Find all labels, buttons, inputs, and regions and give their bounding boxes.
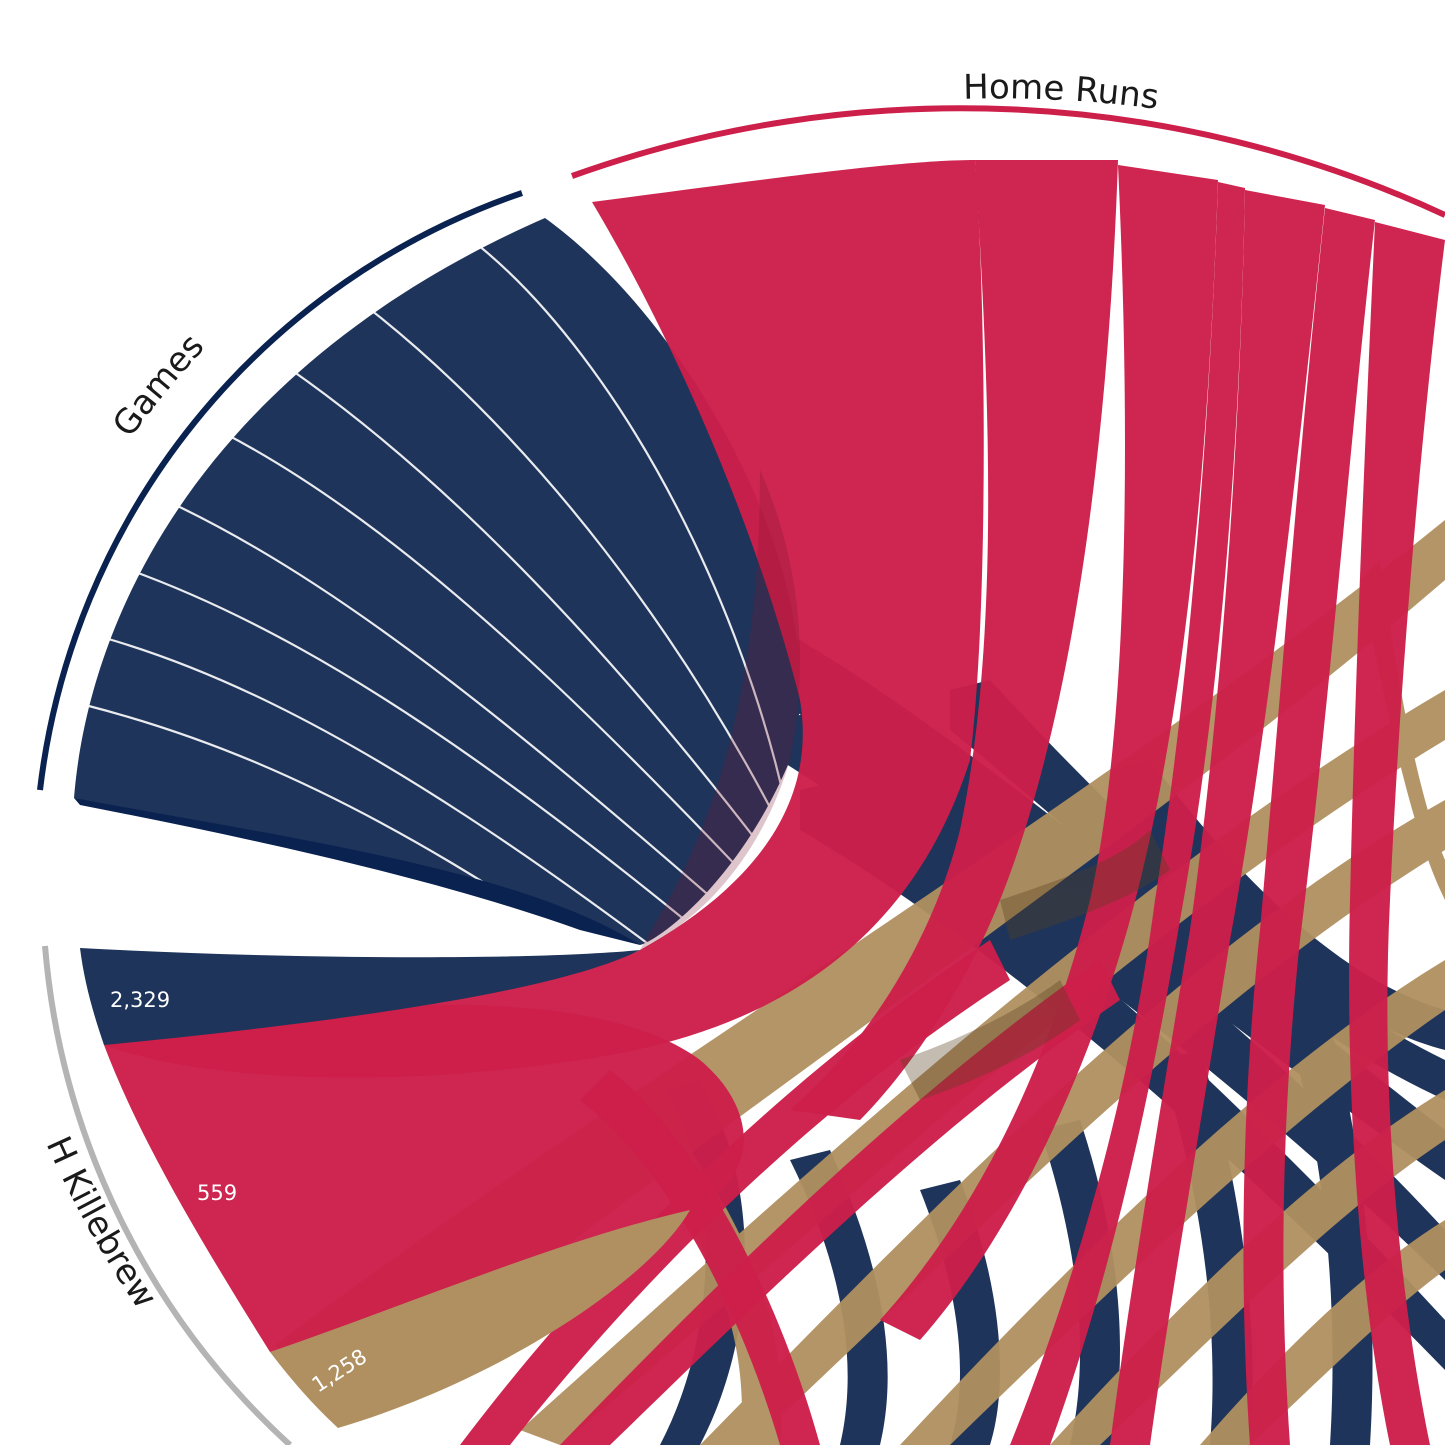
games-arc — [37, 190, 523, 791]
games-group-label: Games — [105, 326, 212, 444]
home-runs-arc — [570, 105, 1445, 218]
player-home-runs-value: 559 — [197, 1181, 237, 1205]
player-games-value: 2,329 — [110, 988, 170, 1012]
player-arc — [42, 945, 293, 1445]
player-gold-ribbon — [270, 1210, 690, 1428]
home-runs-ribbon-main — [104, 160, 984, 1078]
ribbons-layer — [74, 160, 1445, 1445]
player-games-ribbon — [80, 948, 640, 1045]
group-arcs — [37, 105, 1445, 1445]
home-runs-to-player-ribbon — [104, 1004, 744, 1352]
player-group-label: H Killebrew — [38, 1130, 165, 1315]
